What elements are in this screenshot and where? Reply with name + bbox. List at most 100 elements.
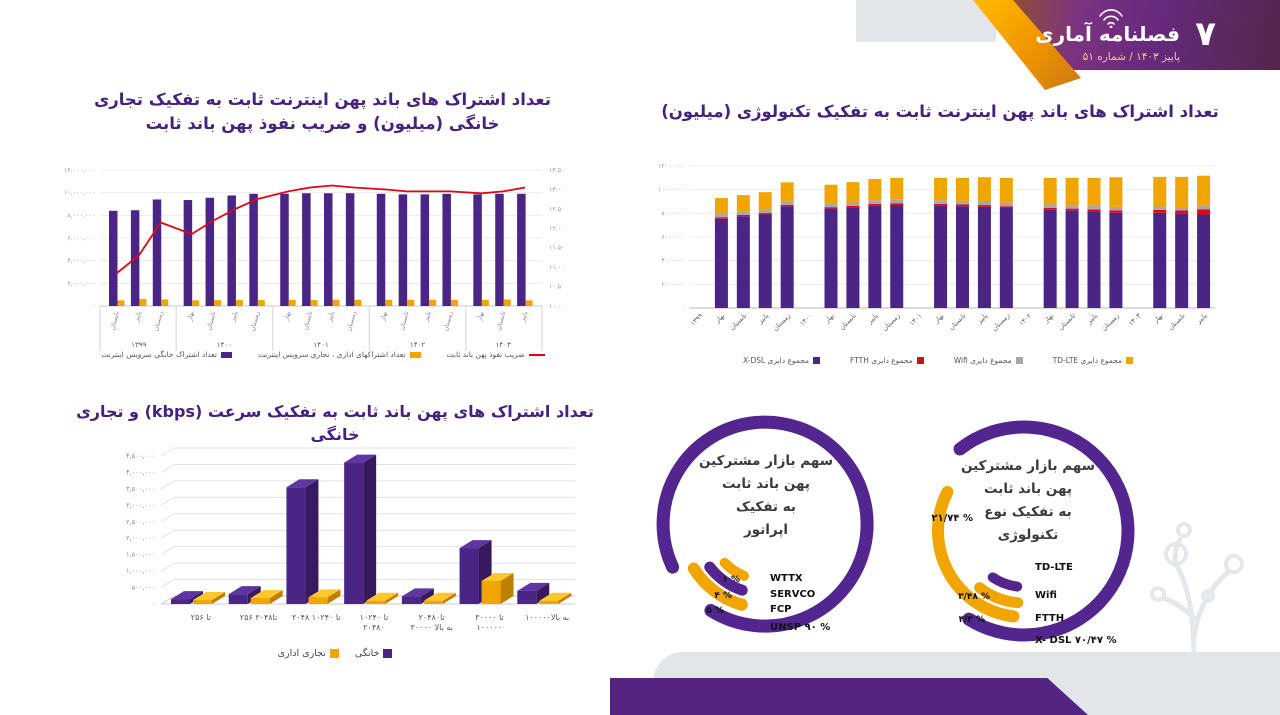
svg-text:زمستان: زمستان — [1100, 312, 1121, 333]
svg-text:تابستان: تابستان — [302, 310, 314, 331]
operator-donut-title-line: سهم بازار مشترکین — [699, 453, 833, 469]
corner-purple-band — [610, 678, 1088, 715]
magazine-logo: فصلنامه آماری — [1035, 22, 1180, 46]
legend-item: تجاری اداری — [278, 648, 339, 659]
legend-square-swatch — [916, 357, 924, 364]
svg-text:۱۴۰۳: ۱۴۰۳ — [495, 340, 511, 349]
svg-text:پاییز: پاییز — [1194, 312, 1208, 326]
td-lte-percent: ۲۱/۷۴ % — [931, 513, 973, 524]
svg-text:۲,۵۰۰,۰۰۰: ۲,۵۰۰,۰۰۰ — [126, 518, 155, 526]
legend-square-swatch — [409, 351, 421, 358]
legend-item: مجموع دایری FTTH — [850, 356, 924, 365]
svg-text:پاییز: پاییز — [975, 312, 989, 326]
speed-chart-title: تعداد اشتراک های پهن باند ثابت به تفکیک … — [76, 402, 594, 445]
sector-chart-title-line1: تعداد اشتراک های باند پهن اینترنت ثابت ب… — [94, 90, 551, 109]
legend-item: تعداد اشتراک خانگی سرویس اینترنت — [101, 350, 232, 359]
svg-text:۱۴۰۲: ۱۴۰۲ — [1017, 311, 1033, 327]
operator-donut-title: سهم بازار مشترکین پهن باند ثابت به تفکیک… — [698, 450, 834, 542]
technology-donut-chart: سهم بازار مشترکین پهن باند ثابت به تفکیک… — [903, 400, 1153, 665]
speed-chart-legend: خانگی تجاری اداری — [75, 648, 595, 659]
watermark-plant-icon — [1150, 522, 1244, 667]
svg-text:۱۰.۵۰: ۱۰.۵۰ — [549, 284, 565, 291]
legend-label: ضریب نفوذ پهن باند ثابت — [446, 350, 525, 359]
svg-text:۳,۰۰۰,۰۰۰: ۳,۰۰۰,۰۰۰ — [126, 501, 155, 509]
svg-text:۲۰۴۸۰تا: ۲۰۴۸۰تا — [419, 613, 445, 622]
technology-donut-svg — [932, 420, 1135, 642]
svg-text:۲۰۰۰۰۰۰: ۲۰۰۰۰۰۰ — [661, 281, 685, 288]
svg-text:۰: ۰ — [151, 600, 155, 608]
svg-text:۱۲۰۰۰۰۰۰: ۱۲۰۰۰۰۰۰ — [658, 163, 685, 170]
operator-donut-svg — [656, 415, 874, 633]
technology-donut-title-line: پهن باند ثابت — [983, 480, 1073, 497]
svg-text:تابستان: تابستان — [109, 310, 121, 331]
svg-text:۱۳۹۹: ۱۳۹۹ — [131, 340, 147, 349]
legend-label: تعداد اشتراک خانگی سرویس اینترنت — [101, 350, 217, 359]
svg-text:۱,۰۰۰,۰۰۰: ۱,۰۰۰,۰۰۰ — [126, 567, 155, 575]
svg-text:۱۰۰۰۰۰به بالا: ۱۰۰۰۰۰به بالا — [525, 613, 569, 622]
svg-text:۱۴۰۳: ۱۴۰۳ — [1127, 311, 1143, 327]
unsp-percent: ۹۰ % — [804, 622, 831, 633]
svg-text:۸,۰۰۰,۰۰۰: ۸,۰۰۰,۰۰۰ — [67, 212, 95, 219]
svg-text:۴,۰۰۰,۰۰۰: ۴,۰۰۰,۰۰۰ — [67, 258, 95, 265]
svg-text:بهار: بهار — [1151, 312, 1165, 326]
technology-donut-title-line: سهم بازار مشترکین — [961, 458, 1095, 474]
svg-text:بهار: بهار — [186, 310, 196, 322]
td-lte-label: TD-LTE — [1035, 562, 1073, 573]
svg-text:زمستان: زمستان — [249, 311, 261, 332]
sector-chart-legend: تعداد اشتراک خانگی سرویس اینترنت تعداد اش… — [58, 350, 588, 359]
svg-text:بهار: بهار — [379, 310, 389, 322]
svg-text:تابستان: تابستان — [1166, 312, 1186, 332]
svg-text:۱۰.۰۰: ۱۰.۰۰ — [549, 303, 565, 310]
svg-text:۱۱.۰۰: ۱۱.۰۰ — [549, 264, 565, 271]
legend-label: مجموع دایری Wifi — [953, 356, 1012, 365]
svg-text:۱۲.۵۰: ۱۲.۵۰ — [549, 206, 565, 213]
svg-text:۲,۰۰۰,۰۰۰: ۲,۰۰۰,۰۰۰ — [126, 534, 155, 542]
svg-text:زمستان: زمستان — [771, 312, 792, 333]
svg-text:۱۱.۵۰: ۱۱.۵۰ — [549, 245, 565, 252]
legend-item: تعداد اشتراکهای اداری ، تجاری سرویس اینت… — [258, 350, 421, 359]
sector-chart-title-line2: خانگی (میلیون) و ضریب نفوذ پهن باند ثابت — [145, 113, 500, 133]
svg-text:۲۰۴۸۰: ۲۰۴۸۰ — [363, 623, 384, 632]
svg-text:۱۴۰۱: ۱۴۰۱ — [908, 312, 924, 328]
legend-square-swatch — [1015, 357, 1023, 364]
legend-label: مجموع دایری FTTH — [850, 356, 913, 365]
ftth-label: FTTH — [1035, 613, 1065, 624]
legend-item: ضریب نفوذ پهن باند ثابت — [447, 350, 545, 359]
svg-text:۸۰۰۰۰۰۰: ۸۰۰۰۰۰۰ — [661, 210, 685, 217]
svg-text:زمستان: زمستان — [442, 311, 454, 332]
technology-donut-title-line: به تفکیک نوع — [984, 503, 1072, 520]
legend-item: مجموع دایری X-DSL — [743, 356, 821, 365]
legend-square-swatch — [329, 649, 339, 658]
svg-text:۳۰۰۰۰ تا: ۳۰۰۰۰ تا — [475, 613, 504, 622]
svg-text:۱۴۰۲: ۱۴۰۲ — [410, 340, 426, 349]
wifi-percent: ۳/۴۸ % — [958, 592, 990, 602]
svg-text:۱۰۰۰۰۰: ۱۰۰۰۰۰ — [477, 623, 503, 632]
svg-text:بهار: بهار — [476, 310, 486, 322]
svg-text:تابستان: تابستان — [838, 312, 858, 332]
svg-text:پاییز: پاییز — [230, 310, 240, 323]
svg-text:پاییز: پاییز — [865, 312, 879, 326]
wttx-percent: ۱ % — [722, 575, 740, 585]
svg-text:پاییز: پاییز — [1085, 312, 1099, 326]
svg-text:۱۰۲۴۰ تا: ۱۰۲۴۰ تا — [360, 613, 389, 622]
operator-donut-chart: سهم بازار مشترکین پهن باند ثابت به تفکیک… — [648, 398, 884, 658]
xdsl-name: X- DSL — [1035, 635, 1072, 646]
legend-label: تجاری اداری — [277, 648, 326, 659]
svg-text:۶۰۰۰۰۰۰: ۶۰۰۰۰۰۰ — [661, 234, 685, 241]
svg-text:۴۰۰۰۰۰۰: ۴۰۰۰۰۰۰ — [661, 258, 685, 265]
svg-text:۱۲.۰۰: ۱۲.۰۰ — [549, 225, 565, 232]
svg-text:پاییز: پاییز — [326, 310, 336, 323]
legend-label: مجموع دایری TD-LTE — [1052, 356, 1122, 365]
operator-donut-title-line: به تفکیک — [736, 498, 796, 515]
legend-item: مجموع دایری Wifi — [954, 356, 1023, 365]
technology-chart-svg: ۱۲۰۰۰۰۰۰ ۱۰۰۰۰۰۰۰ ۸۰۰۰۰۰۰ ۶۰۰۰۰۰۰ ۴۰۰۰۰۰۰ ۲۰۰… — [658, 163, 1215, 333]
svg-text:پاییز: پاییز — [133, 310, 143, 323]
svg-text:تا ۲۵۶: تا ۲۵۶ — [191, 613, 211, 622]
svg-text:زمستان: زمستان — [346, 311, 358, 332]
svg-text:۰: ۰ — [682, 305, 685, 312]
ftth-percent: ۴/۳ % — [958, 615, 985, 625]
svg-text:۱,۵۰۰,۰۰۰: ۱,۵۰۰,۰۰۰ — [126, 551, 155, 559]
legend-item: خانگی — [355, 648, 393, 659]
svg-text:بهار: بهار — [822, 312, 836, 326]
wttx-label: WTTX — [770, 573, 803, 584]
